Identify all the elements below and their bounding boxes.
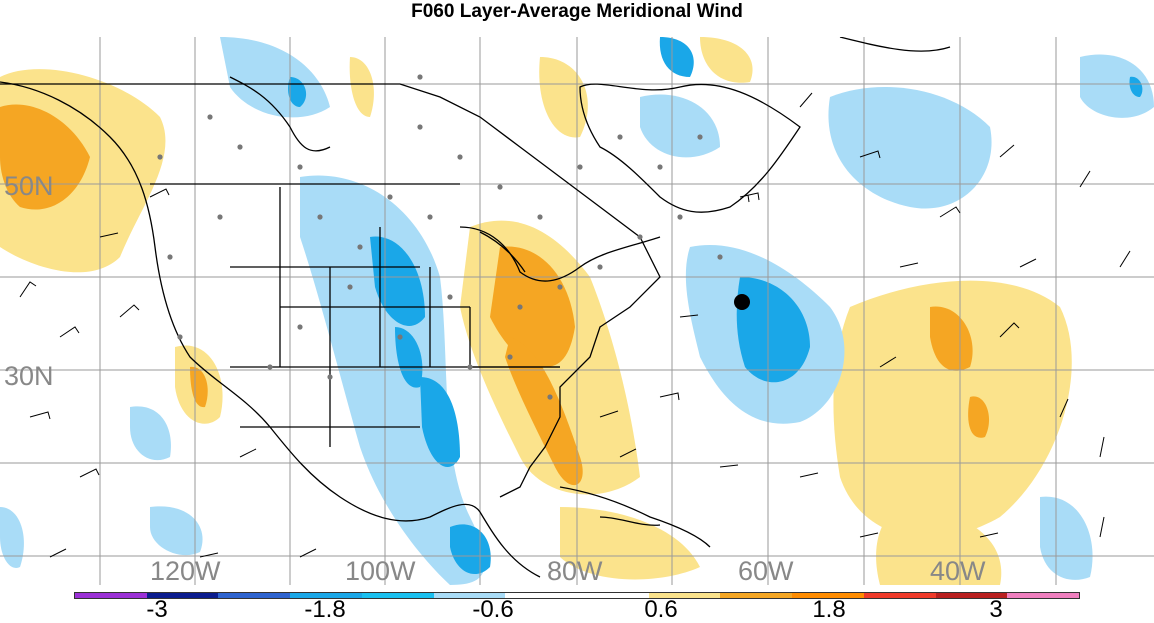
colorbar-tick-label: -0.6 xyxy=(472,596,514,623)
colorbar-tick-label: -1.8 xyxy=(304,596,346,623)
colorbar-segment xyxy=(505,593,578,598)
chart-title: F060 Layer-Average Meridional Wind xyxy=(411,1,743,22)
colorbar-segment xyxy=(792,593,864,598)
colorbar-segment xyxy=(577,593,649,598)
colorbar-segment xyxy=(218,593,291,598)
lon-label-60w: 60W xyxy=(738,556,794,585)
negative-anomaly-shading xyxy=(0,37,1154,585)
colorbar-segment xyxy=(75,593,147,598)
map-canvas[interactable] xyxy=(0,37,1154,585)
station-dots xyxy=(157,74,723,400)
lon-label-40w: 40W xyxy=(930,556,986,585)
coastlines-and-borders xyxy=(0,37,951,578)
colorbar-segment xyxy=(146,593,219,598)
storm-center-marker xyxy=(734,294,750,310)
colorbar-segment xyxy=(361,593,434,598)
graticule-lines xyxy=(0,37,1154,585)
colorbar xyxy=(74,592,1080,599)
colorbar-tick-label: -3 xyxy=(146,596,168,623)
colorbar-segment xyxy=(863,593,936,598)
colorbar-segment xyxy=(290,593,362,598)
colorbar-tick-label: 0.6 xyxy=(644,596,678,623)
map-panel[interactable]: 50N 30N 120W 100W 80W 60W 40W xyxy=(0,37,1154,585)
colorbar-tick-label: 3 xyxy=(989,596,1003,623)
colorbar-segment xyxy=(648,593,721,598)
colorbar-segment xyxy=(935,593,1008,598)
positive-anomaly-shading xyxy=(0,37,1072,585)
wind-barbs xyxy=(19,92,1131,558)
colorbar-tick-label: 1.8 xyxy=(812,596,846,623)
lon-label-100w: 100W xyxy=(345,556,416,585)
colorbar-segment xyxy=(720,593,793,598)
lat-label-30n: 30N xyxy=(4,361,54,391)
lat-label-50n: 50N xyxy=(4,171,54,201)
colorbar-segment xyxy=(433,593,506,598)
lon-label-80w: 80W xyxy=(547,556,603,585)
lon-label-120w: 120W xyxy=(150,556,221,585)
colorbar-segment xyxy=(1007,593,1080,598)
